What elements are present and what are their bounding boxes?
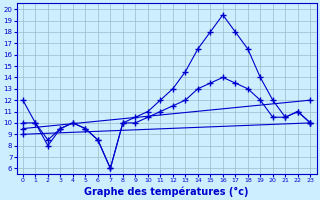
X-axis label: Graphe des températures (°c): Graphe des températures (°c)	[84, 186, 249, 197]
